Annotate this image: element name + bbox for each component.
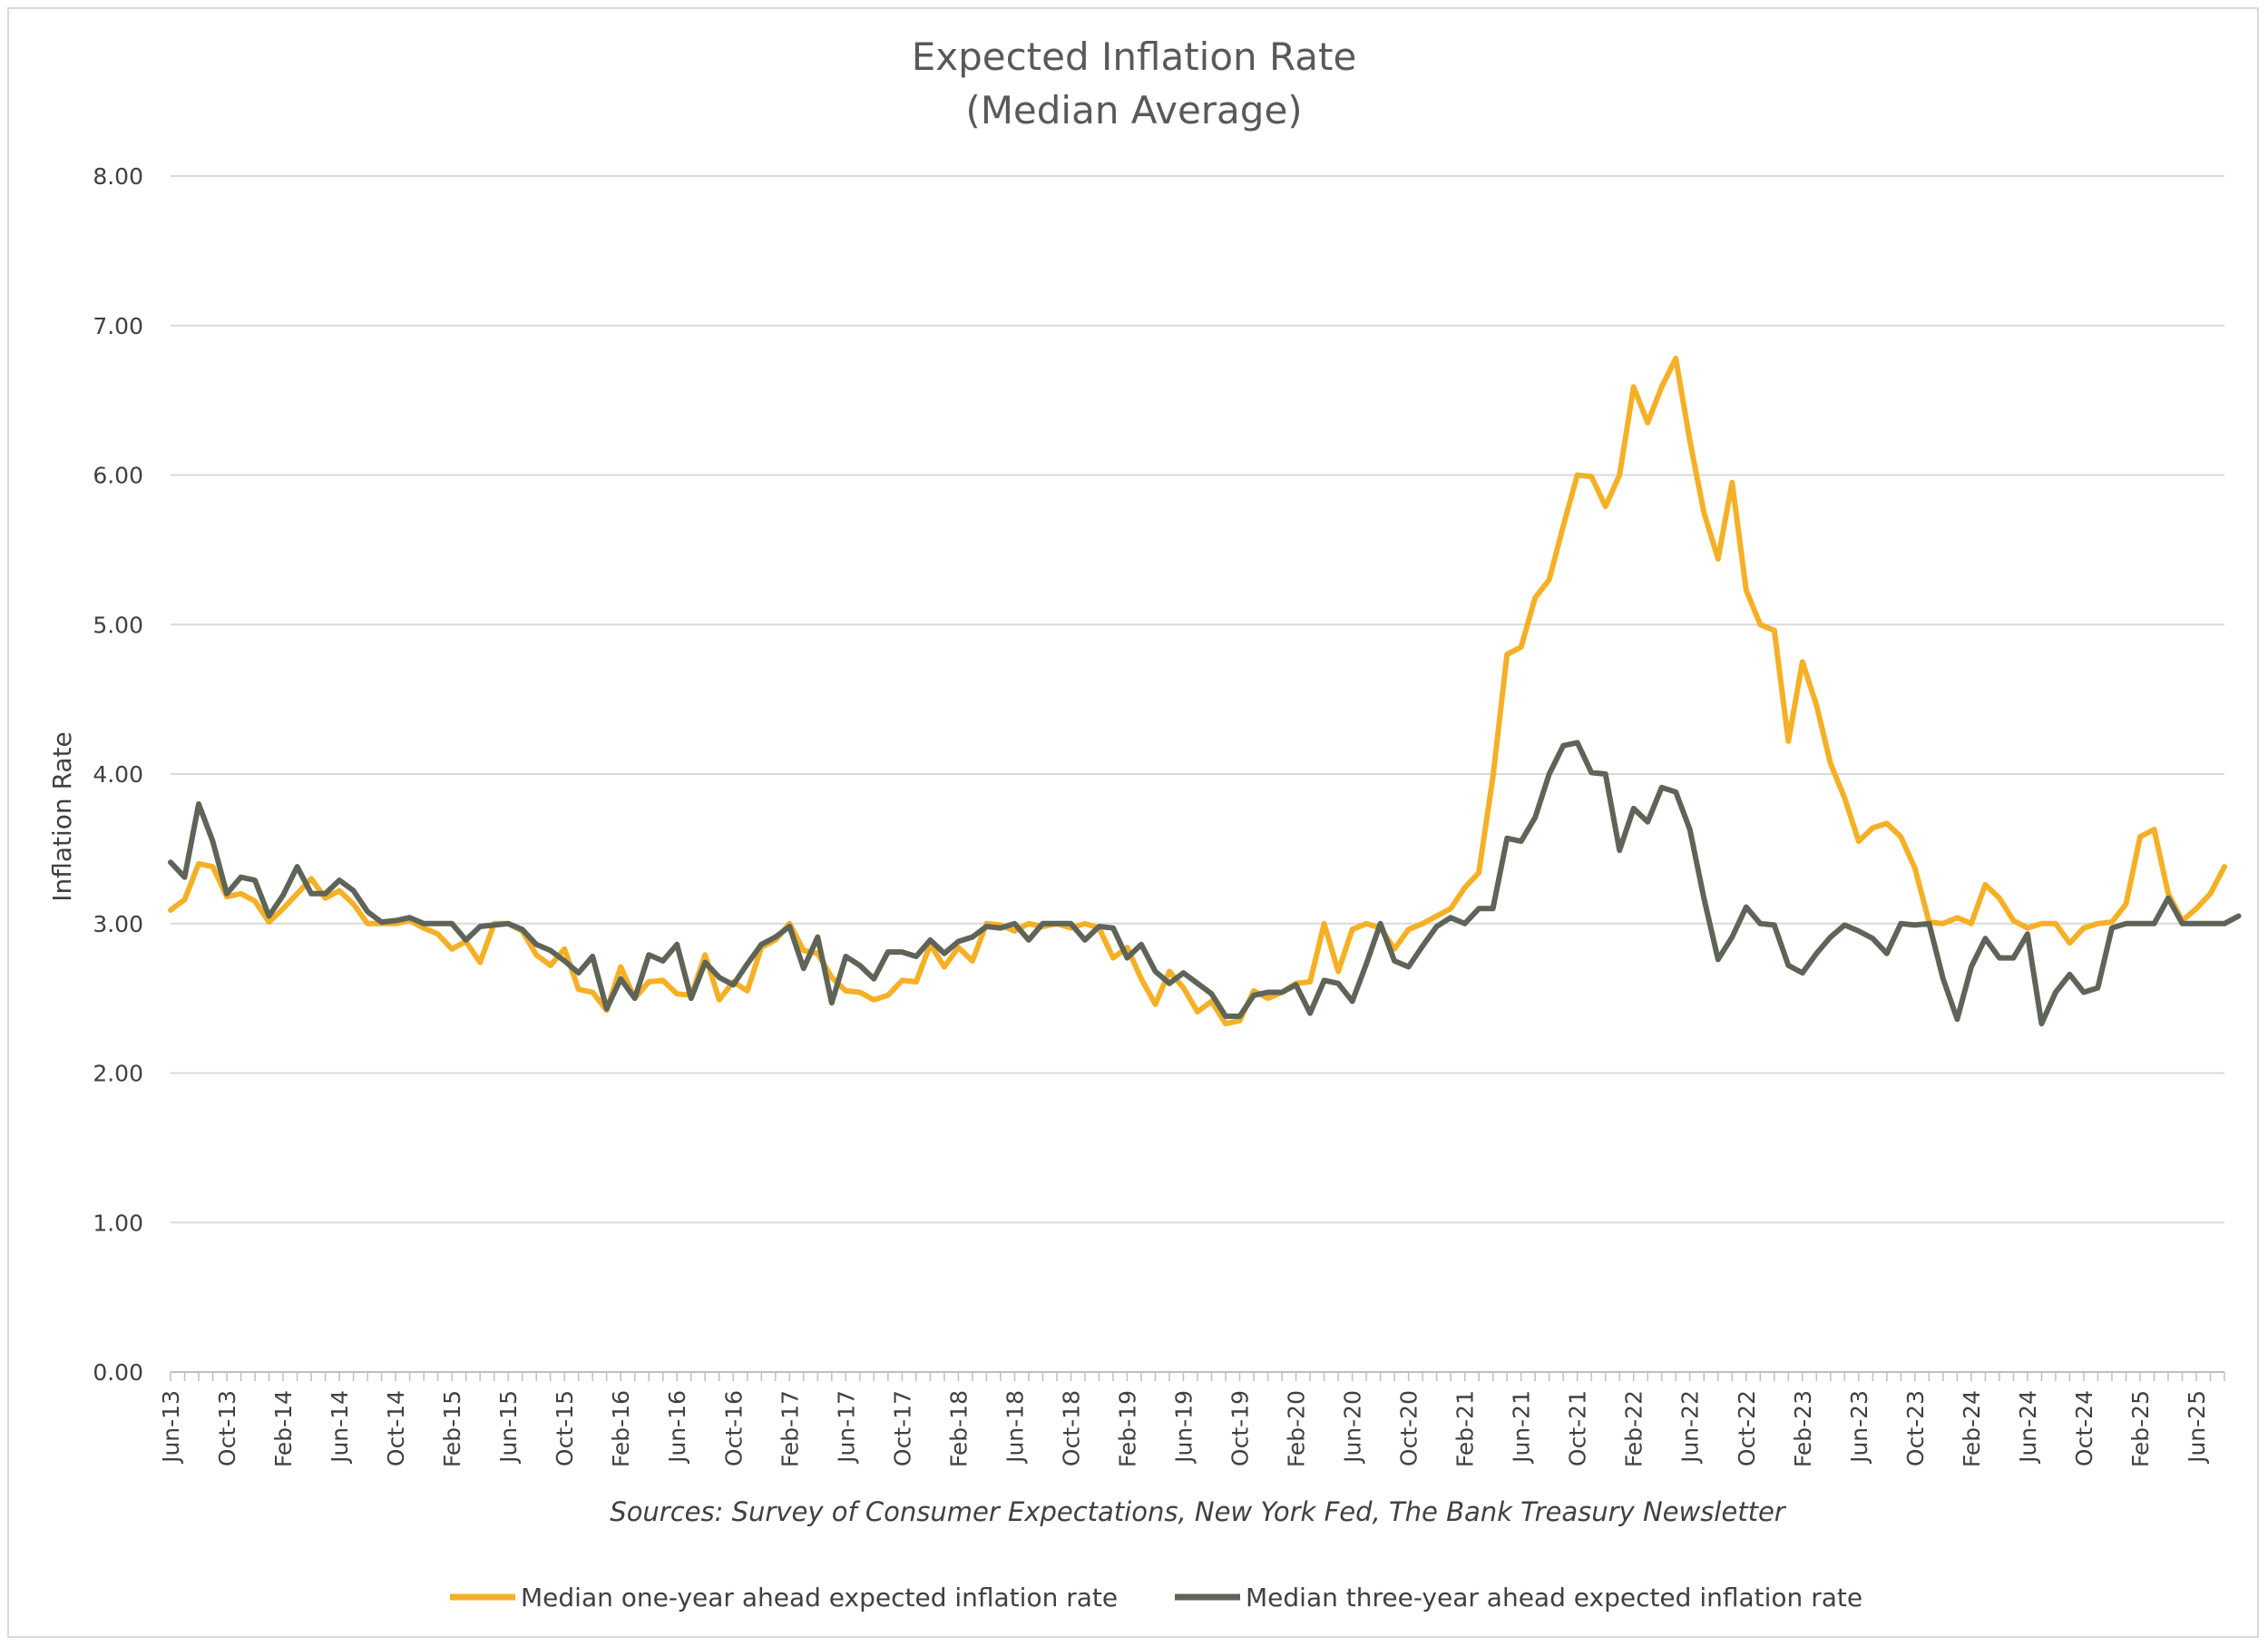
- x-tick-label: Jun-13: [158, 1390, 184, 1465]
- x-tick-label: Feb-24: [1959, 1390, 1985, 1467]
- x-tick-label: Feb-20: [1284, 1390, 1310, 1467]
- x-tick-label: Oct-22: [1734, 1390, 1760, 1466]
- x-tick-label: Jun-20: [1340, 1390, 1366, 1465]
- chart-subtitle: (Median Average): [965, 88, 1302, 132]
- y-tick-label: 2.00: [93, 1061, 143, 1087]
- x-tick-label: Jun-22: [1677, 1390, 1704, 1465]
- x-tick-label: Oct-15: [552, 1390, 578, 1466]
- x-tick-label: Feb-25: [2127, 1390, 2154, 1467]
- x-tick-label: Jun-19: [1170, 1390, 1197, 1465]
- x-tick-label: Jun-17: [833, 1390, 859, 1465]
- legend-label-one-year: Median one-year ahead expected inflation…: [521, 1583, 1118, 1613]
- x-tick-label: Oct-21: [1565, 1390, 1591, 1466]
- x-tick-label: Feb-21: [1452, 1390, 1479, 1467]
- chart-title: Expected Inflation Rate: [912, 34, 1357, 79]
- y-axis-label: Inflation Rate: [47, 731, 77, 902]
- x-axis: Jun-13 Oct-13 Feb-14 Jun-14 Oct-14 Feb-15 Jun-…: [158, 1371, 2225, 1467]
- x-tick-label: Feb-23: [1790, 1390, 1816, 1467]
- x-tick-label: Feb-22: [1621, 1390, 1647, 1467]
- legend: Median one-year ahead expected inflation…: [450, 1583, 1862, 1613]
- legend-label-three-year: Median three-year ahead expected inflati…: [1246, 1583, 1862, 1613]
- grid-lines: [171, 175, 2224, 1224]
- y-tick-label: 8.00: [93, 163, 143, 190]
- x-tick-label: Oct-14: [383, 1390, 409, 1466]
- x-tick-label: Jun-23: [1846, 1390, 1872, 1465]
- y-tick-label: 1.00: [93, 1210, 143, 1236]
- x-tick-label: Oct-23: [1902, 1390, 1929, 1466]
- x-tick-label: Jun-16: [664, 1390, 690, 1465]
- y-tick-label: 6.00: [93, 463, 143, 489]
- x-tick-label: Feb-19: [1114, 1390, 1140, 1467]
- x-tick-label: Oct-19: [1227, 1390, 1254, 1466]
- y-tick-label: 0.00: [93, 1359, 143, 1386]
- y-tick-label: 7.00: [93, 313, 143, 339]
- x-tick-label: Jun-15: [495, 1390, 522, 1465]
- x-tick-label: Feb-14: [270, 1390, 297, 1467]
- y-tick-label: 3.00: [93, 911, 143, 937]
- x-tick-label: Oct-18: [1058, 1390, 1084, 1466]
- x-tick-label: Oct-16: [720, 1390, 747, 1466]
- x-tick-label: Feb-17: [777, 1390, 803, 1467]
- x-tick-label: Feb-18: [945, 1390, 972, 1467]
- x-tick-label: Jun-21: [1509, 1390, 1535, 1465]
- series-line-three-year: [168, 740, 2242, 1027]
- x-tick-label: Oct-13: [214, 1390, 240, 1466]
- x-tick-label: Jun-24: [2015, 1390, 2041, 1465]
- y-tick-label: 5.00: [93, 612, 143, 638]
- series-lines: [168, 356, 2242, 1027]
- x-tick-label: Feb-16: [608, 1390, 634, 1467]
- y-tick-label: 4.00: [93, 761, 143, 788]
- source-note: Sources: Survey of Consumer Expectations…: [610, 1496, 1787, 1527]
- x-tick-label: Jun-14: [327, 1390, 353, 1465]
- x-tick-label: Oct-24: [2071, 1390, 2097, 1466]
- y-tick-labels: 0.00 1.00 2.00 3.00 4.00 5.00 6.00 7.00 8.00: [93, 163, 143, 1386]
- x-tick-label: Jun-25: [2184, 1390, 2210, 1465]
- x-tick-label: Feb-15: [439, 1390, 465, 1467]
- x-tick-label: Oct-17: [889, 1390, 915, 1466]
- x-tick-label: Oct-20: [1396, 1390, 1422, 1466]
- chart-frame: [7, 7, 2259, 1638]
- x-tick-label: Jun-18: [1002, 1390, 1028, 1465]
